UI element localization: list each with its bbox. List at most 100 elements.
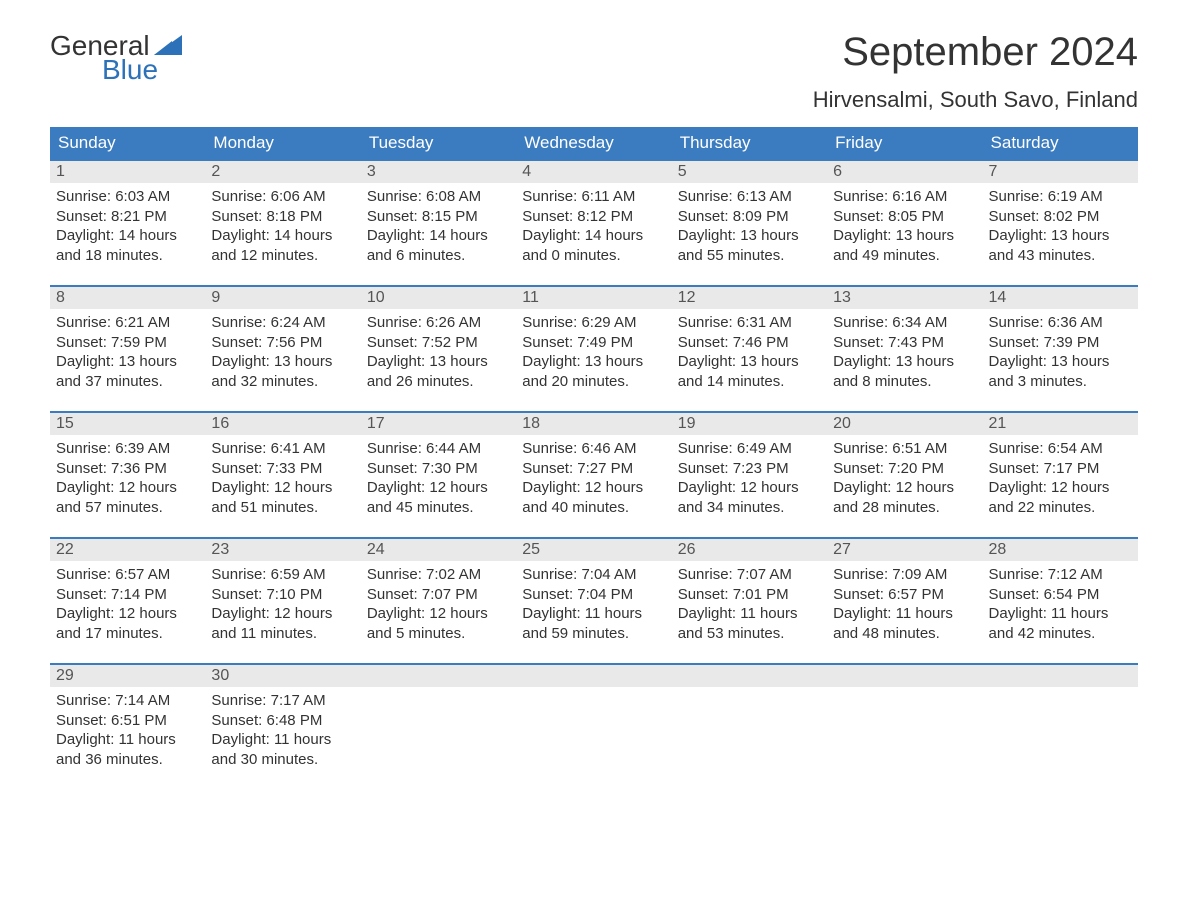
day-number: 23	[205, 539, 360, 561]
day-number: 19	[672, 413, 827, 435]
daylight-text: and 48 minutes.	[833, 624, 976, 644]
day-content: Sunrise: 6:24 AMSunset: 7:56 PMDaylight:…	[205, 309, 360, 393]
day-number: 20	[827, 413, 982, 435]
day-number: 9	[205, 287, 360, 309]
daylight-text: and 49 minutes.	[833, 246, 976, 266]
logo-word2: Blue	[102, 54, 158, 86]
daylight-text: and 37 minutes.	[56, 372, 199, 392]
calendar: SundayMondayTuesdayWednesdayThursdayFrid…	[50, 127, 1138, 775]
day-number: 6	[827, 161, 982, 183]
sunrise-text: Sunrise: 6:29 AM	[522, 313, 665, 333]
sunset-text: Sunset: 7:36 PM	[56, 459, 199, 479]
daylight-text: and 8 minutes.	[833, 372, 976, 392]
day-number: 17	[361, 413, 516, 435]
day-number: 5	[672, 161, 827, 183]
daylight-text: Daylight: 13 hours	[211, 352, 354, 372]
day-cell: 24Sunrise: 7:02 AMSunset: 7:07 PMDayligh…	[361, 539, 516, 649]
day-cell-empty	[983, 665, 1138, 775]
day-header-monday: Monday	[205, 127, 360, 159]
daylight-text: Daylight: 12 hours	[367, 478, 510, 498]
day-number: 18	[516, 413, 671, 435]
daylight-text: and 18 minutes.	[56, 246, 199, 266]
day-content: Sunrise: 7:14 AMSunset: 6:51 PMDaylight:…	[50, 687, 205, 771]
sunrise-text: Sunrise: 6:31 AM	[678, 313, 821, 333]
day-content: Sunrise: 6:59 AMSunset: 7:10 PMDaylight:…	[205, 561, 360, 645]
day-cell: 2Sunrise: 6:06 AMSunset: 8:18 PMDaylight…	[205, 161, 360, 271]
day-content: Sunrise: 6:41 AMSunset: 7:33 PMDaylight:…	[205, 435, 360, 519]
day-cell: 23Sunrise: 6:59 AMSunset: 7:10 PMDayligh…	[205, 539, 360, 649]
daylight-text: Daylight: 13 hours	[833, 352, 976, 372]
day-cell: 27Sunrise: 7:09 AMSunset: 6:57 PMDayligh…	[827, 539, 982, 649]
sunset-text: Sunset: 7:46 PM	[678, 333, 821, 353]
sunrise-text: Sunrise: 7:12 AM	[989, 565, 1132, 585]
daylight-text: and 42 minutes.	[989, 624, 1132, 644]
sunrise-text: Sunrise: 7:02 AM	[367, 565, 510, 585]
daylight-text: and 34 minutes.	[678, 498, 821, 518]
sunset-text: Sunset: 7:10 PM	[211, 585, 354, 605]
day-content: Sunrise: 6:19 AMSunset: 8:02 PMDaylight:…	[983, 183, 1138, 267]
day-header-friday: Friday	[827, 127, 982, 159]
day-cell: 20Sunrise: 6:51 AMSunset: 7:20 PMDayligh…	[827, 413, 982, 523]
day-content: Sunrise: 6:36 AMSunset: 7:39 PMDaylight:…	[983, 309, 1138, 393]
day-content: Sunrise: 6:11 AMSunset: 8:12 PMDaylight:…	[516, 183, 671, 267]
sunrise-text: Sunrise: 7:09 AM	[833, 565, 976, 585]
day-number: 12	[672, 287, 827, 309]
sunrise-text: Sunrise: 6:21 AM	[56, 313, 199, 333]
day-number: 13	[827, 287, 982, 309]
day-cell: 19Sunrise: 6:49 AMSunset: 7:23 PMDayligh…	[672, 413, 827, 523]
day-cell: 30Sunrise: 7:17 AMSunset: 6:48 PMDayligh…	[205, 665, 360, 775]
day-cell: 1Sunrise: 6:03 AMSunset: 8:21 PMDaylight…	[50, 161, 205, 271]
day-content: Sunrise: 7:07 AMSunset: 7:01 PMDaylight:…	[672, 561, 827, 645]
day-cell: 21Sunrise: 6:54 AMSunset: 7:17 PMDayligh…	[983, 413, 1138, 523]
day-cell: 15Sunrise: 6:39 AMSunset: 7:36 PMDayligh…	[50, 413, 205, 523]
daylight-text: and 32 minutes.	[211, 372, 354, 392]
sunrise-text: Sunrise: 7:07 AM	[678, 565, 821, 585]
sunset-text: Sunset: 8:05 PM	[833, 207, 976, 227]
day-cell: 12Sunrise: 6:31 AMSunset: 7:46 PMDayligh…	[672, 287, 827, 397]
sunrise-text: Sunrise: 6:44 AM	[367, 439, 510, 459]
day-cell: 29Sunrise: 7:14 AMSunset: 6:51 PMDayligh…	[50, 665, 205, 775]
sunrise-text: Sunrise: 6:34 AM	[833, 313, 976, 333]
daylight-text: Daylight: 12 hours	[56, 604, 199, 624]
day-content: Sunrise: 6:46 AMSunset: 7:27 PMDaylight:…	[516, 435, 671, 519]
daylight-text: and 51 minutes.	[211, 498, 354, 518]
daylight-text: Daylight: 11 hours	[989, 604, 1132, 624]
sunrise-text: Sunrise: 6:24 AM	[211, 313, 354, 333]
day-content: Sunrise: 6:31 AMSunset: 7:46 PMDaylight:…	[672, 309, 827, 393]
day-content: Sunrise: 6:16 AMSunset: 8:05 PMDaylight:…	[827, 183, 982, 267]
day-content: Sunrise: 6:34 AMSunset: 7:43 PMDaylight:…	[827, 309, 982, 393]
day-number: 29	[50, 665, 205, 687]
day-cell: 16Sunrise: 6:41 AMSunset: 7:33 PMDayligh…	[205, 413, 360, 523]
day-cell-empty	[672, 665, 827, 775]
day-cell: 5Sunrise: 6:13 AMSunset: 8:09 PMDaylight…	[672, 161, 827, 271]
day-number: 28	[983, 539, 1138, 561]
sunset-text: Sunset: 7:14 PM	[56, 585, 199, 605]
title-block: September 2024 Hirvensalmi, South Savo, …	[813, 30, 1138, 113]
daylight-text: Daylight: 12 hours	[211, 604, 354, 624]
sunset-text: Sunset: 7:04 PM	[522, 585, 665, 605]
daylight-text: Daylight: 13 hours	[989, 352, 1132, 372]
day-cell: 7Sunrise: 6:19 AMSunset: 8:02 PMDaylight…	[983, 161, 1138, 271]
sunrise-text: Sunrise: 6:46 AM	[522, 439, 665, 459]
day-cell: 13Sunrise: 6:34 AMSunset: 7:43 PMDayligh…	[827, 287, 982, 397]
day-cell-empty	[516, 665, 671, 775]
daylight-text: and 30 minutes.	[211, 750, 354, 770]
day-cell: 28Sunrise: 7:12 AMSunset: 6:54 PMDayligh…	[983, 539, 1138, 649]
day-header-row: SundayMondayTuesdayWednesdayThursdayFrid…	[50, 127, 1138, 159]
day-number: 24	[361, 539, 516, 561]
day-header-thursday: Thursday	[672, 127, 827, 159]
sunrise-text: Sunrise: 6:51 AM	[833, 439, 976, 459]
day-content: Sunrise: 6:44 AMSunset: 7:30 PMDaylight:…	[361, 435, 516, 519]
sunset-text: Sunset: 7:39 PM	[989, 333, 1132, 353]
daylight-text: Daylight: 11 hours	[678, 604, 821, 624]
sunset-text: Sunset: 7:07 PM	[367, 585, 510, 605]
daylight-text: Daylight: 13 hours	[678, 226, 821, 246]
logo: General Blue	[50, 30, 182, 86]
day-header-tuesday: Tuesday	[361, 127, 516, 159]
day-content: Sunrise: 6:54 AMSunset: 7:17 PMDaylight:…	[983, 435, 1138, 519]
daylight-text: Daylight: 13 hours	[367, 352, 510, 372]
day-number	[983, 665, 1138, 687]
daylight-text: Daylight: 11 hours	[522, 604, 665, 624]
day-cell-empty	[361, 665, 516, 775]
daylight-text: Daylight: 11 hours	[211, 730, 354, 750]
